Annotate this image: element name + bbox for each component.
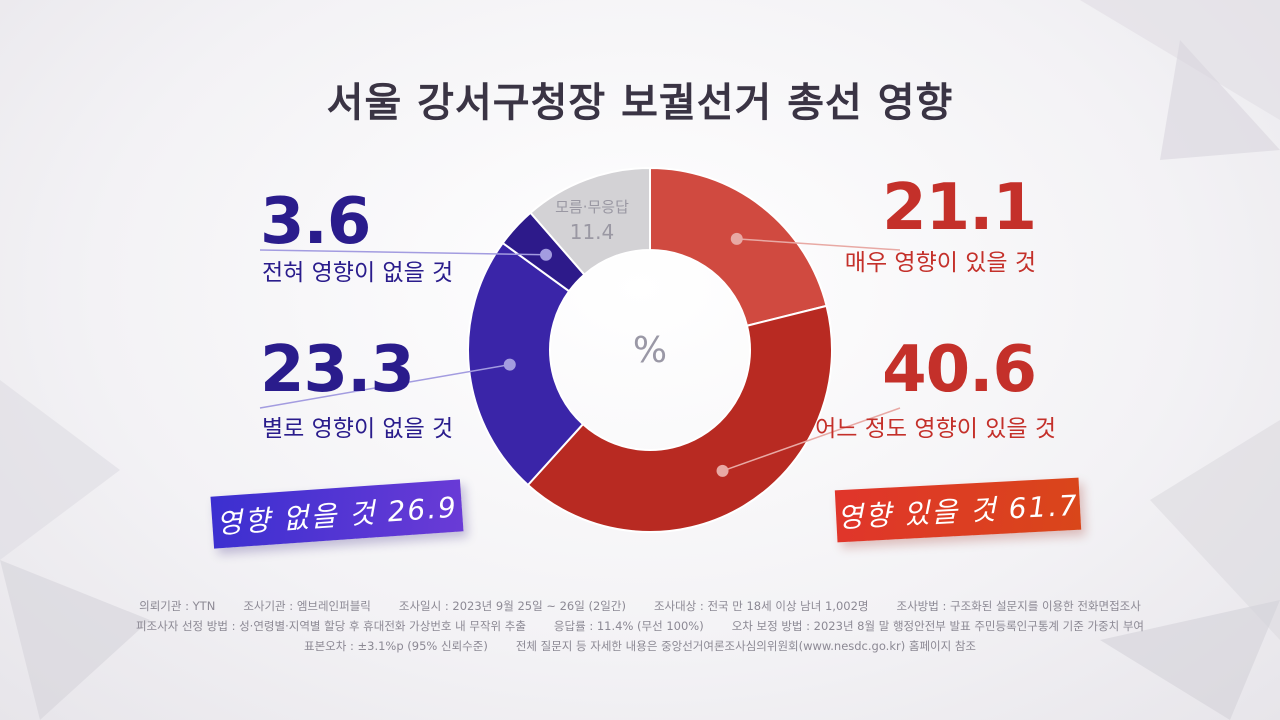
footer-item: 오차 보정 방법 : 2023년 8월 말 행정안전부 발표 주민등록인구통계 … xyxy=(731,619,1145,633)
footer-item: 피조사자 선정 방법 : 성·연령별·지역별 할당 후 휴대전화 가상번호 내 … xyxy=(135,619,526,633)
b2-label: 별로 영향이 없을 것 xyxy=(262,416,454,442)
footer-item: 조사방법 : 구조화된 설문지를 이용한 전화면접조사 xyxy=(896,599,1141,613)
r1-value: 21.1 xyxy=(882,171,1037,245)
donut-slice xyxy=(529,166,651,276)
r2-value: 40.6 xyxy=(882,333,1037,407)
leader-line xyxy=(259,363,510,409)
page-title: 서울 강서구청장 보궐선거 총선 영향 xyxy=(326,80,954,126)
donut-slice xyxy=(526,304,833,533)
b1-label: 전혀 영향이 없을 것 xyxy=(262,260,454,286)
footer-item: 전체 질문지 등 자세한 내용은 중앙선거여론조사심의위원회(www.nesdc… xyxy=(515,639,976,653)
footer-item: 조사일시 : 2023년 9월 25일 ~ 26일 (2일간) xyxy=(398,599,626,613)
footer-line-2: 피조사자 선정 방법 : 성·연령별·지역별 할당 후 휴대전화 가상번호 내 … xyxy=(0,618,1280,634)
b2-value: 23.3 xyxy=(260,333,415,407)
center-unit: % xyxy=(632,330,668,371)
leader-dot xyxy=(540,248,553,261)
leader-line xyxy=(722,407,901,472)
donut-slice xyxy=(467,241,585,487)
footer-item: 표본오차 : ±3.1%p (95% 신뢰수준) xyxy=(304,639,488,653)
donut-slice xyxy=(649,166,828,327)
leader-dot xyxy=(503,358,516,371)
dk-label: 모름·무응답 xyxy=(555,198,629,216)
footer-line-1: 의뢰기관 : YTN 조사기관 : 엠브레인퍼블릭 조사일시 : 2023년 9월 … xyxy=(0,598,1280,614)
r1-label: 매우 영향이 있을 것 xyxy=(844,250,1036,276)
footer-item: 조사기관 : 엠브레인퍼블릭 xyxy=(243,599,371,613)
dk-value: 11.4 xyxy=(569,220,615,244)
footer-item: 의뢰기관 : YTN xyxy=(139,599,216,613)
r2-label: 어느 정도 영향이 있을 것 xyxy=(815,416,1056,442)
leader-line xyxy=(259,249,547,256)
footer-line-3: 표본오차 : ±3.1%p (95% 신뢰수준) 전체 질문지 등 자세한 내용은… xyxy=(0,638,1280,654)
leader-dot xyxy=(730,232,743,245)
footer-item: 응답률 : 11.4% (무선 100%) xyxy=(553,619,704,633)
b1-value: 3.6 xyxy=(260,185,371,259)
footer-item: 조사대상 : 전국 만 18세 이상 남녀 1,002명 xyxy=(653,599,869,613)
leader-line xyxy=(736,238,901,251)
leader-dot xyxy=(716,464,729,477)
